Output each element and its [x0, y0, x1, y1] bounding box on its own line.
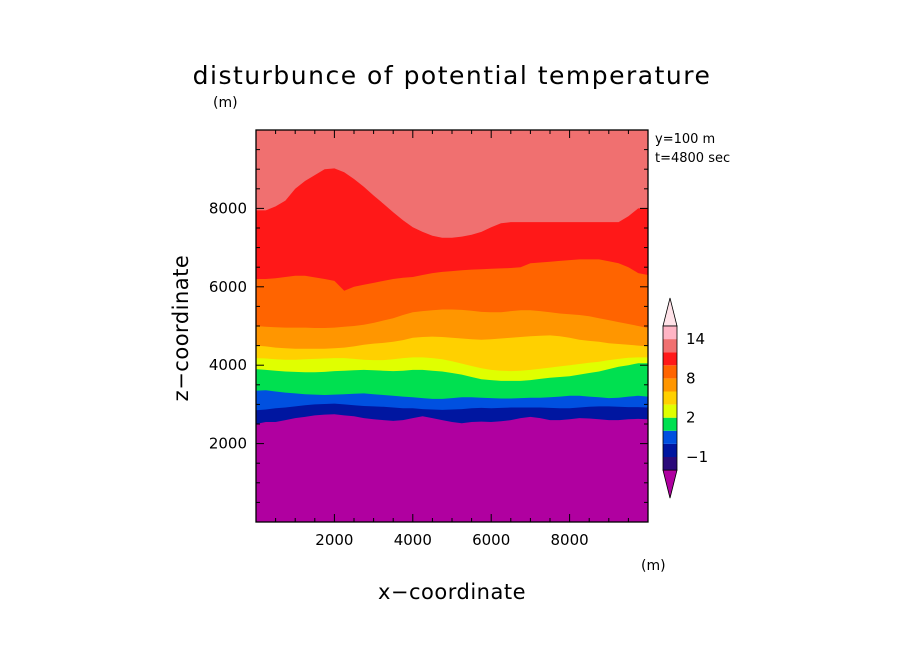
y-tick-label: 2000 [209, 435, 247, 453]
colorbar-frame [662, 325, 678, 471]
x-axis-label: x−coordinate [378, 580, 526, 604]
annotation-y: y=100 m [655, 132, 715, 147]
colorbar-box-3 [663, 417, 677, 431]
annotation-time: t=4800 sec [655, 151, 730, 166]
y-axis-ticks: 2000 4000 6000 8000 [209, 149, 648, 503]
y-tick-label: 6000 [209, 278, 247, 296]
chart-title: disturbunce of potential temperature [193, 61, 712, 90]
colorbar-box-4 [663, 404, 677, 418]
y-axis-label: z−coordinate [169, 255, 193, 402]
x-tick-label: 8000 [551, 531, 589, 549]
colorbar-tick-label: −1 [686, 448, 708, 466]
plot-area [256, 130, 648, 522]
colorbar-box-2 [663, 430, 677, 444]
colorbar-extend-low [662, 469, 678, 499]
colorbar-box-6 [663, 378, 677, 392]
colorbar-box-7 [663, 365, 677, 379]
x-tick-label: 2000 [315, 531, 353, 549]
colorbar-tick-label: 8 [686, 369, 696, 387]
x-tick-label: 4000 [394, 531, 432, 549]
y-tick-label: 8000 [209, 199, 247, 217]
colorbar-box-0 [663, 457, 677, 471]
title-unit: (m) [213, 95, 238, 111]
y-tick-label: 4000 [209, 356, 247, 374]
x-tick-label: 6000 [472, 531, 510, 549]
colorbar-tick-label: 2 [686, 409, 696, 427]
colorbar-box-10 [663, 326, 677, 340]
colorbar-box-9 [663, 339, 677, 353]
colorbar-box-8 [663, 352, 677, 366]
colorbar-extend-high [662, 297, 678, 327]
colorbar: −1 2 8 14 [662, 297, 708, 499]
contour-band-8 [256, 130, 648, 238]
x-axis-ticks: 2000 4000 6000 8000 [275, 130, 629, 549]
colorbar-box-5 [663, 391, 677, 405]
colorbar-tick-label: 14 [686, 330, 705, 348]
colorbar-box-1 [663, 443, 677, 457]
colorbar-unit: (m) [641, 558, 666, 574]
